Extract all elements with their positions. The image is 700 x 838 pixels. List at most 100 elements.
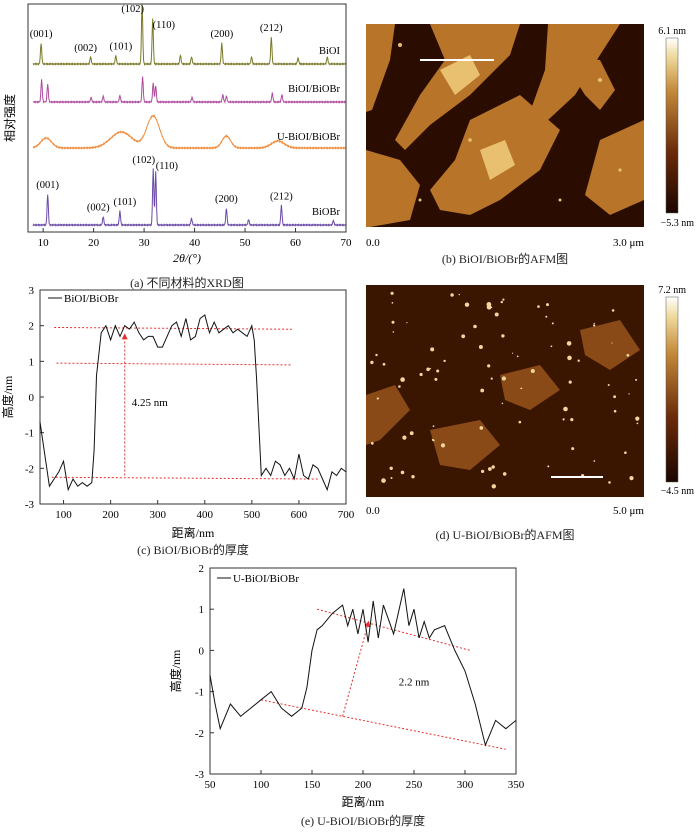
afm-d-particle <box>375 353 378 357</box>
xrd-x-tick-label: 20 <box>88 237 100 249</box>
xrd-caption: (a) 不同材料的XRD图 <box>130 276 244 290</box>
xrd-series-line <box>32 76 346 104</box>
afm-d-particle <box>613 395 616 399</box>
afm-d-particle <box>636 422 639 425</box>
y-tick-label: 2 <box>29 321 35 333</box>
thickness-e-ticks: 50 100 150 200 250 300 350 -3 -2 -1 0 1 2 <box>195 563 525 791</box>
afm-d-domains <box>366 320 640 470</box>
afm-d-particle <box>426 367 430 372</box>
afm-b-panel: 6.1 nm −5.3 nm 0.0 3.0 μm <box>366 24 694 249</box>
afm-d-particle <box>563 406 568 412</box>
afm-d-particle <box>502 472 507 476</box>
x-tick-label: 300 <box>149 509 166 521</box>
afm-d-particle <box>593 460 596 462</box>
xrd-series-label: BiOI/BiOBr <box>288 84 340 95</box>
xrd-y-label: 相对强度 <box>2 94 17 142</box>
afm-d-particle <box>389 466 393 470</box>
x-tick-label: 600 <box>291 509 308 521</box>
thickness-c-legend: BiOI/BiOBr <box>64 293 119 305</box>
thickness-c-y-label: 高度/nm <box>0 375 15 418</box>
afm-d-particle <box>635 378 638 381</box>
afm-d-particle <box>608 481 611 484</box>
afm-d-particle <box>390 291 394 295</box>
afm-d-particle <box>547 465 550 468</box>
y-tick-label: 1 <box>199 604 205 616</box>
xrd-x-label: 2θ/(°) <box>173 251 201 265</box>
x-tick-label: 500 <box>244 509 261 521</box>
xrd-series-label: BiOI <box>319 46 341 57</box>
afm-d-particle <box>545 315 548 318</box>
afm-d-particle <box>478 345 483 349</box>
thickness-c-panel: 100 200 300 400 500 600 700 -3 -2 -1 0 1 2 3 BiOI/BiO… <box>0 285 355 540</box>
y-tick-label: 2 <box>199 563 205 575</box>
upper-guide-line <box>316 608 471 651</box>
afm-d-panel: 7.2 nm −4.5 nm 0.0 5.0 μm <box>366 285 694 517</box>
afm-d-particle <box>520 387 523 390</box>
afm-d-particle <box>480 388 485 393</box>
x-tick-label: 350 <box>508 779 525 791</box>
x-tick-label: 700 <box>338 509 355 521</box>
afm-b-scale-min: −5.3 nm <box>661 218 695 229</box>
afm-d-particle <box>376 397 379 400</box>
afm-d-particle <box>568 380 572 384</box>
thickness-e-frame <box>209 567 517 775</box>
thickness-e-x-label: 距离/nm <box>342 794 385 809</box>
y-tick-label: 3 <box>29 285 35 297</box>
afm-d-particle <box>491 465 495 469</box>
thickness-e-line <box>209 588 517 747</box>
afm-b-scale-max: 6.1 nm <box>658 26 686 37</box>
xrd-frame <box>27 3 347 233</box>
xrd-series-line <box>32 168 346 227</box>
afm-d-particle <box>391 302 394 304</box>
afm-d-particle <box>516 355 519 358</box>
lower-guide-line <box>260 699 506 750</box>
afm-d-particle <box>450 293 454 297</box>
afm-d-particle <box>391 320 395 324</box>
y-tick-label: 0 <box>29 392 35 404</box>
afm-d-particle <box>491 484 496 489</box>
afm-d-particle <box>551 322 554 325</box>
afm-d-particle <box>530 369 535 373</box>
xrd-series-line <box>32 114 346 150</box>
thickness-c-annotation: 4.25 nm <box>132 397 169 409</box>
afm-d-x-start: 0.0 <box>366 505 380 517</box>
afm-d-x-end: 5.0 μm <box>613 505 644 517</box>
xrd-x-tick-label: 60 <box>290 237 302 249</box>
afm-d-particle <box>398 385 401 388</box>
afm-d-particle <box>500 300 503 304</box>
x-tick-label: 250 <box>406 779 423 791</box>
afm-d-particle <box>562 418 565 421</box>
afm-d-particle <box>436 369 440 373</box>
upper-guide-line <box>54 326 292 330</box>
afm-b-caption: (b) BiOI/BiOBr的AFM图 <box>441 252 569 266</box>
afm-d-particle <box>566 341 572 346</box>
afm-d-particle <box>487 364 491 368</box>
afm-d-particle <box>419 372 423 377</box>
xrd-peak-label: (110) <box>153 20 176 31</box>
xrd-x-ticks: 10 20 30 40 50 60 70 <box>38 228 352 249</box>
xrd-series-label: BiOBr <box>312 207 341 218</box>
xrd-peak-label: (101) <box>109 42 132 53</box>
xrd-peak-label: (002) <box>87 203 110 214</box>
xrd-peak-label: (200) <box>210 29 233 40</box>
xrd-x-tick-label: 70 <box>341 237 353 249</box>
xrd-x-tick-label: 30 <box>139 237 151 249</box>
xrd-peak-label: (002) <box>74 43 97 54</box>
afm-b-highlights <box>398 43 622 202</box>
afm-d-particle <box>488 467 492 471</box>
afm-d-particle <box>481 469 485 473</box>
thickness-e-panel: 50 100 150 200 250 300 350 -3 -2 -1 0 1 2 U-BiOI/BiO… <box>168 563 525 809</box>
afm-d-particle <box>381 478 386 483</box>
xrd-series-group: BiOI(001)(002) (101)(102)(110)(200)(212)B… <box>30 4 346 227</box>
afm-d-particle <box>577 359 580 362</box>
afm-d-particle <box>626 353 630 357</box>
x-tick-label: 200 <box>355 779 372 791</box>
afm-d-particle <box>571 447 575 451</box>
xrd-series-line <box>32 4 346 66</box>
afm-d-particle <box>411 475 415 479</box>
x-tick-label: 150 <box>304 779 321 791</box>
afm-d-particle <box>593 322 595 325</box>
afm-d-particle <box>400 377 405 382</box>
afm-d-particle <box>402 435 407 440</box>
